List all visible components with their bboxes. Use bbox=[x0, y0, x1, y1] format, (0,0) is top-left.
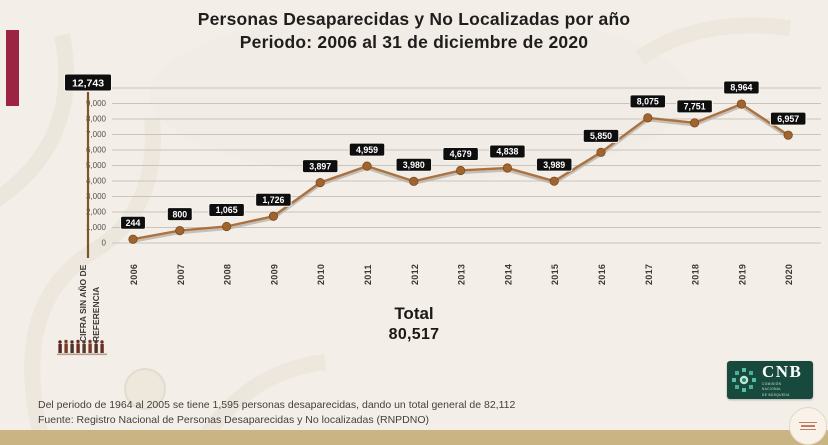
x-axis-year-label: 2014 bbox=[503, 264, 513, 285]
chart-title: Personas Desaparecidas y No Localizadas … bbox=[0, 8, 828, 54]
data-label-box bbox=[535, 157, 573, 172]
y-axis-tick-label: 2,000 bbox=[86, 208, 107, 217]
y-axis-tick-label: 9,000 bbox=[86, 99, 107, 108]
cnb-logo-subtext-1: COMISIÓN bbox=[762, 381, 782, 386]
x-axis-year-label: 2009 bbox=[269, 264, 279, 285]
total-value: 80,517 bbox=[388, 326, 440, 343]
data-label: 3,897 bbox=[309, 161, 331, 171]
data-label: 244 bbox=[126, 218, 141, 228]
data-label-box bbox=[208, 202, 245, 217]
data-label: 4,679 bbox=[450, 149, 472, 159]
total-block: Total 80,517 bbox=[0, 303, 828, 345]
y-axis-tick-label: 3,000 bbox=[86, 192, 107, 201]
x-axis-year-label: 2006 bbox=[129, 264, 139, 285]
x-axis-year-label: 2016 bbox=[597, 264, 607, 285]
data-point bbox=[689, 118, 700, 128]
cnb-rosette-icon bbox=[732, 368, 756, 392]
x-axis-cifra-label: CIFRA SIN AÑO DE bbox=[78, 264, 88, 342]
data-point bbox=[643, 113, 653, 123]
data-label: 8,075 bbox=[637, 97, 659, 107]
data-point bbox=[362, 161, 372, 171]
data-point bbox=[455, 165, 466, 176]
y-axis-tick-label: 8,000 bbox=[86, 115, 107, 124]
data-point bbox=[222, 221, 232, 232]
x-axis-year-label: 2008 bbox=[223, 264, 233, 285]
data-label: 3,989 bbox=[543, 160, 565, 170]
data-label: 7,751 bbox=[684, 102, 706, 112]
y-axis-tick-label: 1,000 bbox=[86, 223, 107, 232]
data-label-box bbox=[629, 94, 667, 109]
data-point bbox=[128, 234, 138, 244]
data-label-box bbox=[582, 128, 620, 143]
data-label-box bbox=[166, 207, 193, 222]
data-label: 1,065 bbox=[216, 205, 238, 215]
data-point bbox=[502, 163, 512, 173]
x-axis-year-label: 2012 bbox=[410, 264, 420, 285]
total-label: Total bbox=[394, 304, 434, 323]
data-label-box bbox=[395, 157, 433, 172]
data-label-box bbox=[723, 80, 760, 95]
data-label: 1,726 bbox=[262, 195, 284, 205]
data-label-box bbox=[255, 192, 292, 207]
data-point bbox=[783, 130, 793, 140]
footer-notes: Del periodo de 1964 al 2005 se tiene 1,5… bbox=[38, 398, 515, 427]
x-axis-year-label: 2010 bbox=[316, 264, 326, 285]
x-axis-cifra-label: REFERENCIA bbox=[91, 287, 101, 342]
data-label-box bbox=[769, 111, 807, 126]
cnb-logo-text: CNB bbox=[762, 362, 803, 382]
x-axis-year-label: 2015 bbox=[550, 264, 560, 285]
cnb-logo-subtext-3: DE BÚSQUEDA bbox=[762, 392, 790, 397]
x-axis-year-label: 2017 bbox=[644, 264, 654, 285]
x-axis-year-label: 2018 bbox=[691, 264, 701, 285]
footer-note-line1: Del periodo de 1964 al 2005 se tiene 1,5… bbox=[38, 399, 516, 411]
x-axis-year-label: 2020 bbox=[784, 264, 794, 285]
marching-people-icon bbox=[57, 339, 107, 356]
cnb-logo: CNB COMISIÓN NACIONAL DE BÚSQUEDA bbox=[727, 361, 813, 399]
x-axis-year-label: 2011 bbox=[363, 264, 373, 285]
data-point bbox=[549, 176, 559, 186]
data-point bbox=[315, 177, 325, 188]
data-label-box bbox=[348, 142, 386, 157]
y-axis-tick-label: 4,000 bbox=[86, 177, 107, 186]
data-point bbox=[268, 211, 278, 221]
y-axis-tick-label: 7,000 bbox=[86, 130, 107, 139]
y-axis-tick-label: 5,000 bbox=[86, 161, 107, 170]
data-point bbox=[175, 226, 185, 236]
data-label: 12,743 bbox=[72, 77, 104, 89]
y-axis-tick-label: 6,000 bbox=[86, 146, 107, 155]
data-point bbox=[596, 147, 606, 157]
data-label: 6,957 bbox=[777, 114, 799, 124]
data-label-box bbox=[489, 144, 526, 159]
data-label: 4,838 bbox=[496, 147, 518, 157]
data-label: 3,980 bbox=[403, 160, 425, 170]
data-label-box bbox=[676, 99, 713, 114]
data-point bbox=[736, 99, 747, 109]
maroon-accent-bar bbox=[6, 30, 19, 106]
cnb-logo-subtext-2: NACIONAL bbox=[762, 387, 782, 392]
data-label: 8,964 bbox=[730, 83, 752, 93]
data-point bbox=[409, 176, 419, 186]
data-label-box bbox=[120, 215, 146, 230]
data-label: 800 bbox=[172, 209, 187, 219]
government-seal-icon bbox=[789, 407, 827, 445]
y-axis-tick-label: 0 bbox=[102, 239, 107, 248]
footer-source-line: Fuente: Registro Nacional de Personas De… bbox=[38, 413, 430, 426]
x-axis-year-label: 2013 bbox=[457, 264, 467, 285]
chart-title-line2: Periodo: 2006 al 31 de diciembre de 2020 bbox=[239, 32, 589, 52]
data-label-box bbox=[301, 159, 339, 174]
chart-title-line1: Personas Desaparecidas y No Localizadas … bbox=[197, 9, 631, 29]
x-axis-year-label: 2007 bbox=[176, 264, 186, 285]
data-label: 5,850 bbox=[590, 131, 612, 141]
data-label-box bbox=[442, 146, 479, 161]
x-axis-year-label: 2019 bbox=[737, 264, 747, 285]
data-label: 4,959 bbox=[356, 145, 378, 155]
data-label-box bbox=[64, 73, 112, 92]
bottom-tan-bar bbox=[0, 430, 828, 445]
